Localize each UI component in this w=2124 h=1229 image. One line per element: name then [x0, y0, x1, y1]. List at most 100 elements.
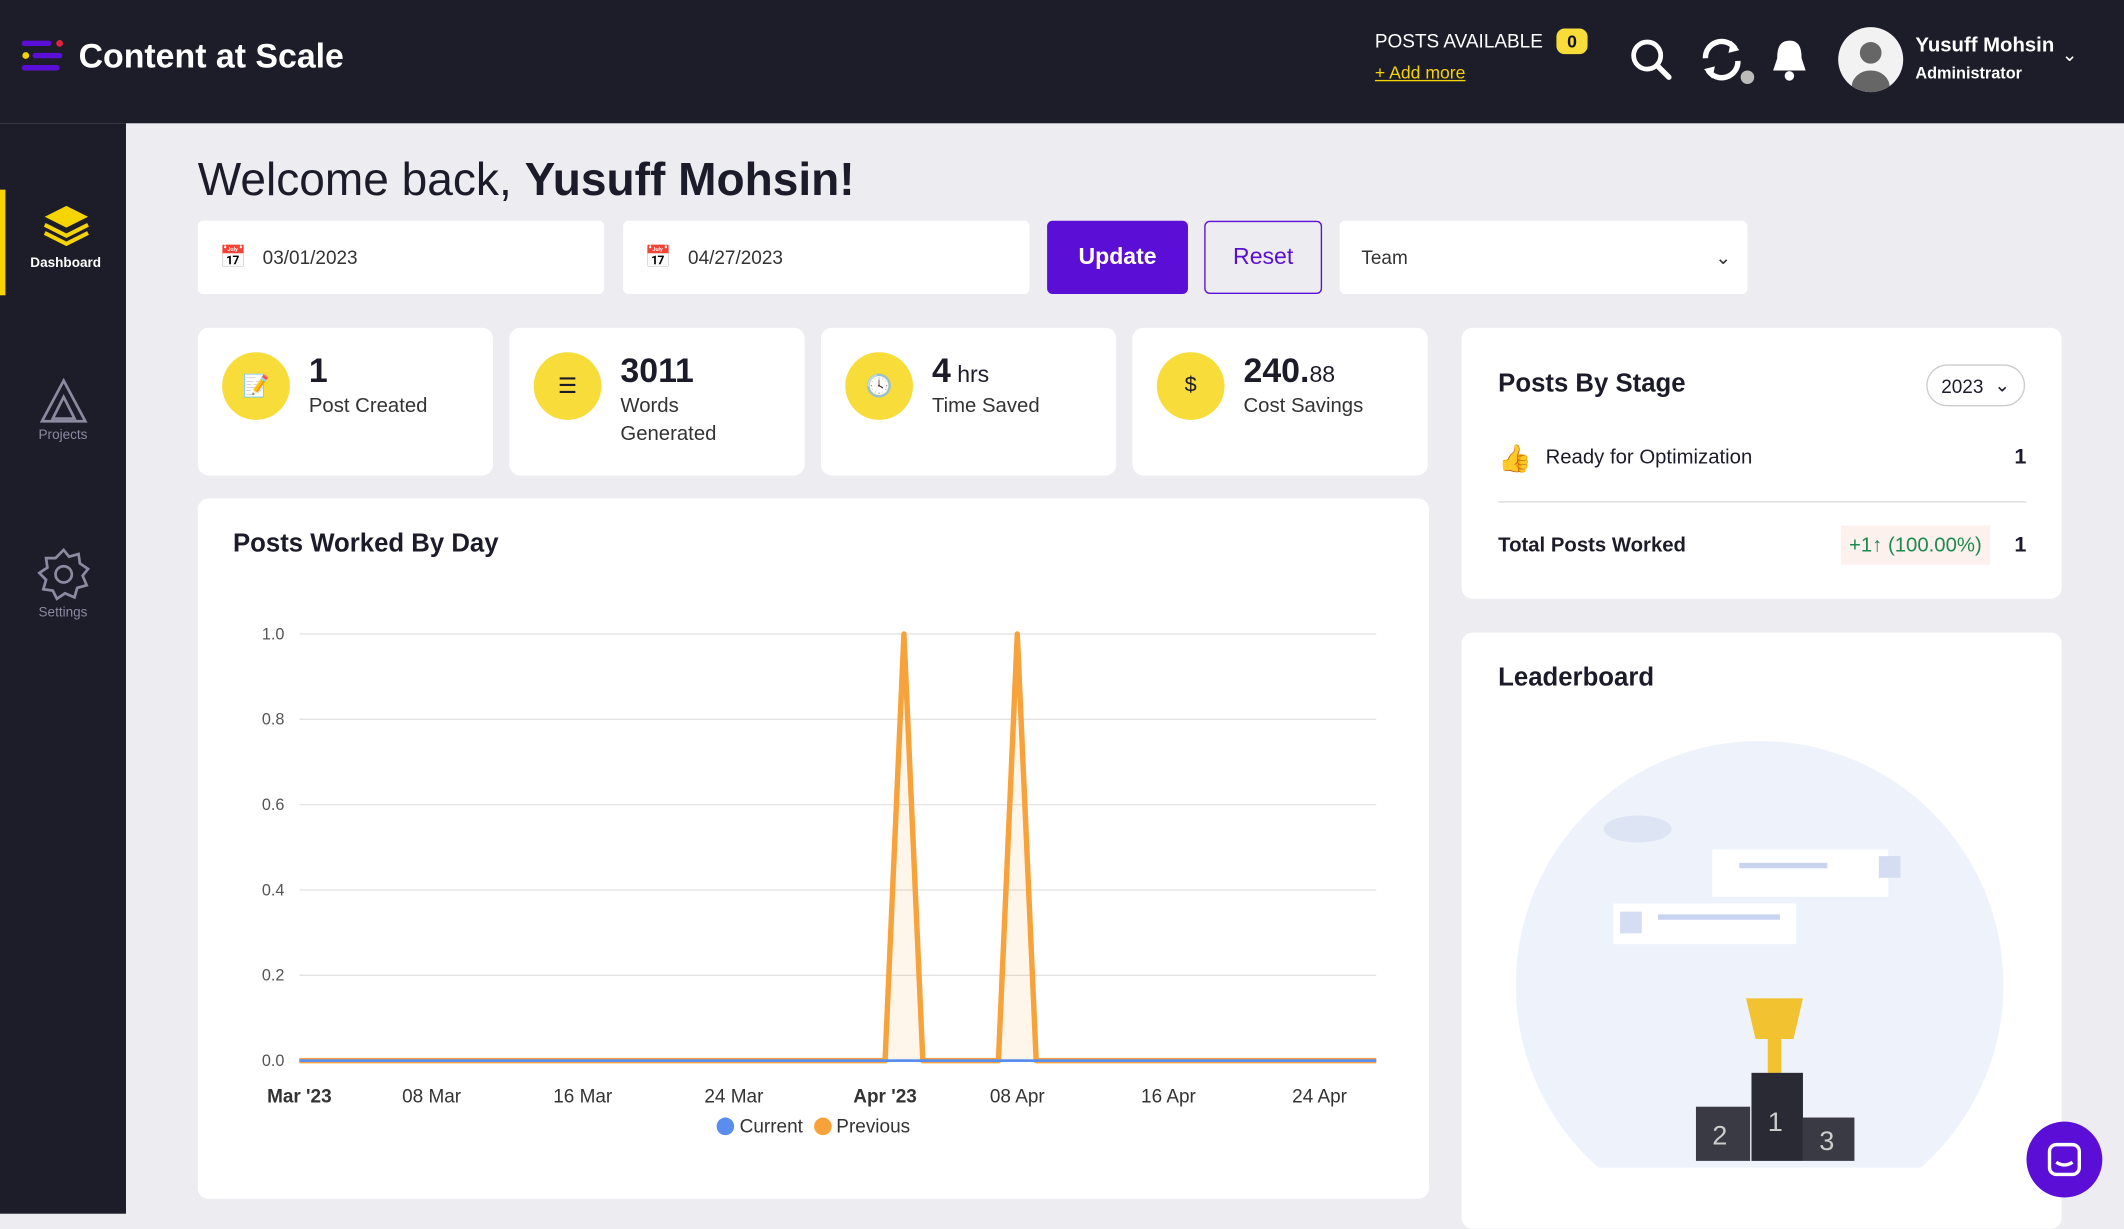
gear-icon [36, 547, 90, 601]
chart-title: Posts Worked By Day [232, 529, 499, 559]
year-value: 2023 [1941, 374, 1984, 397]
svg-text:2: 2 [1712, 1120, 1727, 1151]
legend-marker [813, 1117, 832, 1136]
welcome-name: Yusuff Mohsin! [524, 154, 855, 206]
posts-by-stage-card: Posts By Stage 2023 ⌄ 👍 Ready for Optimiz… [1461, 327, 2062, 599]
sidebar-item-label: Settings [38, 605, 88, 621]
y-tick-label: 0.0 [262, 1052, 285, 1070]
dollar-icon: $ [1156, 352, 1225, 420]
document-edit-icon: 📝 [222, 352, 290, 420]
total-posts-value: 1 [2014, 533, 2027, 557]
x-tick-label: 24 Mar [704, 1087, 763, 1108]
user-menu[interactable]: Yusuff Mohsin Administrator [1915, 34, 2054, 83]
leaderboard-title: Leaderboard [1498, 663, 1655, 693]
layers-icon [43, 205, 89, 247]
reset-button[interactable]: Reset [1204, 220, 1323, 294]
add-more-link[interactable]: + Add more [1374, 62, 1466, 83]
stage-count: 1 [2014, 445, 2027, 469]
series-area-previous [299, 633, 1377, 1061]
sidebar-item-projects[interactable]: Projects [0, 377, 126, 443]
y-tick-label: 1.0 [262, 625, 285, 643]
end-date-input[interactable]: 📅 04/27/2023 [623, 220, 1030, 294]
x-tick-label: 08 Mar [402, 1087, 461, 1108]
stage-label: Ready for Optimization [1545, 445, 1753, 469]
divider [1498, 501, 2027, 503]
sidebar-item-settings[interactable]: Settings [0, 547, 126, 620]
year-select[interactable]: 2023 ⌄ [1926, 364, 2026, 407]
notification-bell-icon[interactable] [1769, 37, 1810, 83]
x-tick-label: Mar '23 [267, 1087, 332, 1108]
welcome-prefix: Welcome back, [197, 154, 525, 206]
svg-text:1: 1 [1768, 1106, 1783, 1137]
sidebar-item-label: Dashboard [30, 256, 102, 271]
svg-text:3: 3 [1819, 1125, 1834, 1156]
x-tick-label: Apr '23 [853, 1087, 916, 1108]
trophy-illustration: 1 2 3 [1515, 741, 2004, 1168]
legend-current[interactable]: Current [716, 1114, 803, 1137]
posts-by-stage-title: Posts By Stage [1498, 369, 1686, 399]
stat-label: Cost Savings [1243, 394, 1364, 418]
calendar-icon: 📅 [219, 246, 247, 270]
stat-unit: 88 [1309, 361, 1336, 388]
stat-card-time: 🕓 4 hrs Time Saved [820, 327, 1117, 476]
stat-label: Words Generated [620, 394, 717, 446]
legend-label: Current [739, 1114, 803, 1137]
clock-icon: 🕓 [845, 352, 913, 420]
start-date-value: 03/01/2023 [262, 246, 358, 269]
leaderboard-card: Leaderboard 1 2 3 [1461, 632, 2062, 1229]
chevron-down-icon: ⌄ [1715, 245, 1732, 268]
stat-value: 4 [931, 352, 951, 391]
x-tick-label: 08 Apr [990, 1087, 1045, 1108]
stat-value: 240. [1243, 352, 1310, 391]
change-badge: +1↑ (100.00%) [1840, 525, 1990, 565]
x-tick-label: 16 Mar [553, 1087, 612, 1108]
stat-card-cost: $240.88 Cost Savings [1132, 327, 1428, 476]
legend-label: Previous [836, 1114, 911, 1137]
avatar[interactable] [1838, 27, 1904, 93]
thumbs-up-icon: 👍 [1498, 444, 1532, 475]
chevron-down-icon: ⌄ [1994, 373, 2011, 396]
legend-marker [716, 1117, 735, 1136]
posts-available-badge: 0 [1556, 28, 1588, 55]
calendar-icon: 📅 [644, 246, 672, 270]
stat-card-posts: 📝 1 Post Created [197, 327, 494, 476]
team-select-value: Team [1361, 246, 1408, 269]
y-tick-label: 0.6 [262, 796, 285, 814]
stat-value: 3011 [620, 352, 694, 391]
user-avatar-icon [1851, 41, 1890, 93]
stat-value: 1 [308, 352, 328, 391]
posts-available-label: POSTS AVAILABLE [1374, 29, 1543, 52]
legend-previous[interactable]: Previous [813, 1115, 910, 1137]
app-logo[interactable]: Content at Scale [21, 35, 344, 78]
chat-icon [2047, 1142, 2081, 1177]
posts-worked-chart-card: Posts Worked By Day 0.0 0.2 0.4 0.6 0.8 1.0 Ma… [197, 498, 1430, 1199]
top-bar: Content at Scale POSTS AVAILABLE 0 + Add… [0, 0, 2124, 124]
team-select[interactable]: Team ⌄ [1339, 220, 1748, 294]
sidebar-item-label: Projects [38, 428, 88, 443]
user-role: Administrator [1915, 63, 2022, 83]
x-tick-label: 24 Apr [1292, 1087, 1347, 1108]
start-date-input[interactable]: 📅 03/01/2023 [197, 220, 605, 294]
chevron-down-icon[interactable]: ⌄ [2061, 43, 2078, 66]
user-name: Yusuff Mohsin [1915, 33, 2055, 57]
triangle-icon [39, 377, 87, 423]
stat-label: Time Saved [931, 394, 1040, 418]
chart-legend: Current Previous [198, 1115, 1429, 1137]
search-icon[interactable] [1630, 38, 1673, 81]
page-title: Welcome back, Yusuff Mohsin! [198, 154, 855, 207]
end-date-value: 04/27/2023 [688, 246, 783, 269]
refresh-icon[interactable] [1699, 37, 1759, 86]
y-tick-label: 0.8 [262, 711, 285, 729]
update-button[interactable]: Update [1047, 220, 1188, 294]
y-tick-label: 0.2 [262, 967, 285, 985]
stat-card-words: ☰ 3011 Words Generated [509, 327, 805, 476]
x-tick-label: 16 Apr [1141, 1087, 1196, 1108]
sidebar-item-dashboard[interactable]: Dashboard [0, 189, 126, 296]
app-name: Content at Scale [78, 37, 344, 76]
words-icon: ☰ [533, 352, 602, 420]
posts-available: POSTS AVAILABLE 0 + Add more [1374, 28, 1588, 83]
total-posts-label: Total Posts Worked [1498, 533, 1686, 557]
series-line-previous [299, 631, 1377, 1064]
posts-worked-chart: 0.0 0.2 0.4 0.6 0.8 1.0 Mar '23 08 Mar 16 Mar 24 … [262, 625, 1377, 1108]
chat-button[interactable] [2026, 1121, 2103, 1198]
